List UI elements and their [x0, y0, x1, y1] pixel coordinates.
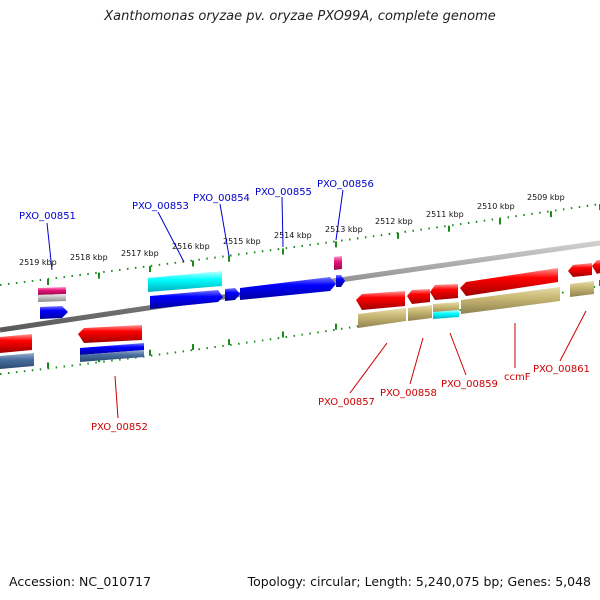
feature-grey-left[interactable] — [38, 294, 66, 302]
gene-pxo-00852-blue[interactable] — [80, 343, 144, 355]
callout-pxo-00861 — [559, 310, 587, 362]
accession-text: Accession: NC_010717 — [9, 574, 152, 589]
gene-pxo-00855[interactable] — [240, 277, 336, 300]
callout-pxo-00851 — [46, 222, 53, 271]
cds-band-00861[interactable] — [570, 281, 594, 297]
genome-stats-text: Topology: circular; Length: 5,240,075 bp… — [247, 574, 591, 589]
callout-pxo-00856 — [335, 189, 344, 241]
cds-band-00858[interactable] — [408, 305, 432, 321]
callout-pxo-00859 — [449, 332, 467, 376]
kbp-label-2517: 2517 kbp — [121, 249, 159, 258]
kbp-label-2519: 2519 kbp — [19, 258, 57, 267]
label-pxo-00852[interactable]: PXO_00852 — [91, 422, 148, 433]
gene-edge-left-red[interactable] — [0, 334, 32, 353]
cds-band-00857[interactable] — [358, 308, 406, 328]
gene-pxo-00853[interactable] — [150, 290, 223, 309]
kbp-label-2511: 2511 kbp — [426, 210, 464, 219]
cds-band-ccmf[interactable] — [461, 287, 560, 314]
gene-pxo-00852[interactable] — [78, 325, 142, 343]
feature-cyan-00853[interactable] — [148, 271, 222, 292]
gene-pxo-00859[interactable] — [430, 284, 458, 300]
gene-pxo-00861[interactable] — [568, 263, 592, 277]
callout-pxo-00858 — [409, 337, 424, 385]
callout-pxo-00853 — [157, 211, 185, 263]
callout-pxo-00852 — [114, 375, 119, 419]
upper-ruler-ticks — [47, 204, 600, 286]
feature-cyan-00859[interactable] — [433, 310, 459, 319]
callout-pxo-00857 — [349, 342, 388, 394]
label-ccmf[interactable]: ccmF — [504, 372, 531, 383]
kbp-label-2510: 2510 kbp — [477, 202, 515, 211]
kbp-label-2509: 2509 kbp — [527, 193, 565, 202]
feature-pink-00856[interactable] — [334, 256, 342, 270]
feature-slate-left[interactable] — [0, 353, 34, 369]
kbp-label-2512: 2512 kbp — [375, 217, 413, 226]
kbp-label-2513: 2513 kbp — [325, 225, 363, 234]
feature-slate-00852[interactable] — [80, 350, 144, 362]
gene-pxo-00858[interactable] — [407, 289, 430, 304]
kbp-label-2514: 2514 kbp — [274, 231, 312, 240]
map-title: Xanthomonas oryzae pv. oryzae PXO99A, co… — [104, 9, 496, 24]
label-pxo-00854[interactable]: PXO_00854 — [193, 193, 250, 204]
callout-pxo-00854 — [219, 203, 230, 257]
label-pxo-00858[interactable]: PXO_00858 — [380, 388, 437, 399]
label-pxo-00856[interactable]: PXO_00856 — [317, 179, 374, 190]
kbp-label-2516: 2516 kbp — [172, 242, 210, 251]
gene-pxo-00857[interactable] — [356, 291, 405, 310]
gene-ccmf[interactable] — [460, 268, 558, 296]
kbp-label-2518: 2518 kbp — [70, 253, 108, 262]
gene-pxo-00851[interactable] — [40, 306, 68, 319]
label-pxo-00851[interactable]: PXO_00851 — [19, 211, 76, 222]
kbp-label-2515: 2515 kbp — [223, 237, 261, 246]
gene-pxo-00854[interactable] — [225, 288, 240, 301]
label-pxo-00859[interactable]: PXO_00859 — [441, 379, 498, 390]
label-pxo-00861[interactable]: PXO_00861 — [533, 364, 590, 375]
label-pxo-00855[interactable]: PXO_00855 — [255, 187, 312, 198]
callout-pxo-00855 — [281, 196, 284, 248]
gene-pxo-00855-tail[interactable] — [336, 275, 345, 287]
gene-edge-right[interactable] — [592, 260, 600, 274]
feature-pink-left[interactable] — [38, 287, 66, 295]
upper-ruler-line — [0, 203, 600, 286]
label-pxo-00857[interactable]: PXO_00857 — [318, 397, 375, 408]
label-pxo-00853[interactable]: PXO_00853 — [132, 201, 189, 212]
